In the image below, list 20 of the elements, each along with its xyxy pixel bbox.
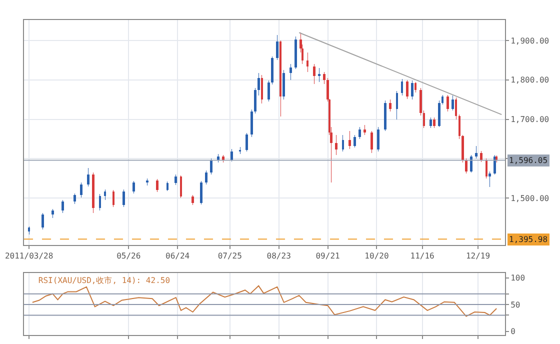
line-series [32,285,498,317]
x-tick-label: 06/24 [166,252,190,261]
x-tick-label: 07/25 [218,252,242,261]
y-tick-label: 1,800.00 [510,76,550,85]
y-tick-label: 100 [510,274,526,283]
x-tick-label: 08/23 [266,252,292,261]
chart-title: RSI(XAU/USD,收市, 14): 42.50 [38,276,170,285]
ref-line-label: 1,596.05 [509,156,548,165]
y-tick-label: 1,900.00 [510,36,550,46]
y-tick-label: 1,700.00 [510,115,550,124]
y-tick-label: 0 [510,327,516,336]
x-tick-label: 10/20 [364,252,389,261]
x-tick-label: 09/21 [316,252,340,261]
x-tick-label: 12/19 [466,252,490,261]
ref-line-label: 1,395.98 [509,235,548,244]
y-tick-label: 1,500.00 [510,194,550,203]
x-tick-label: 05/26 [116,252,141,261]
x-tick-label: 2011/03/28 [4,252,54,261]
y-tick-label: 50 [510,300,520,310]
x-tick-label: 11/16 [410,252,435,261]
